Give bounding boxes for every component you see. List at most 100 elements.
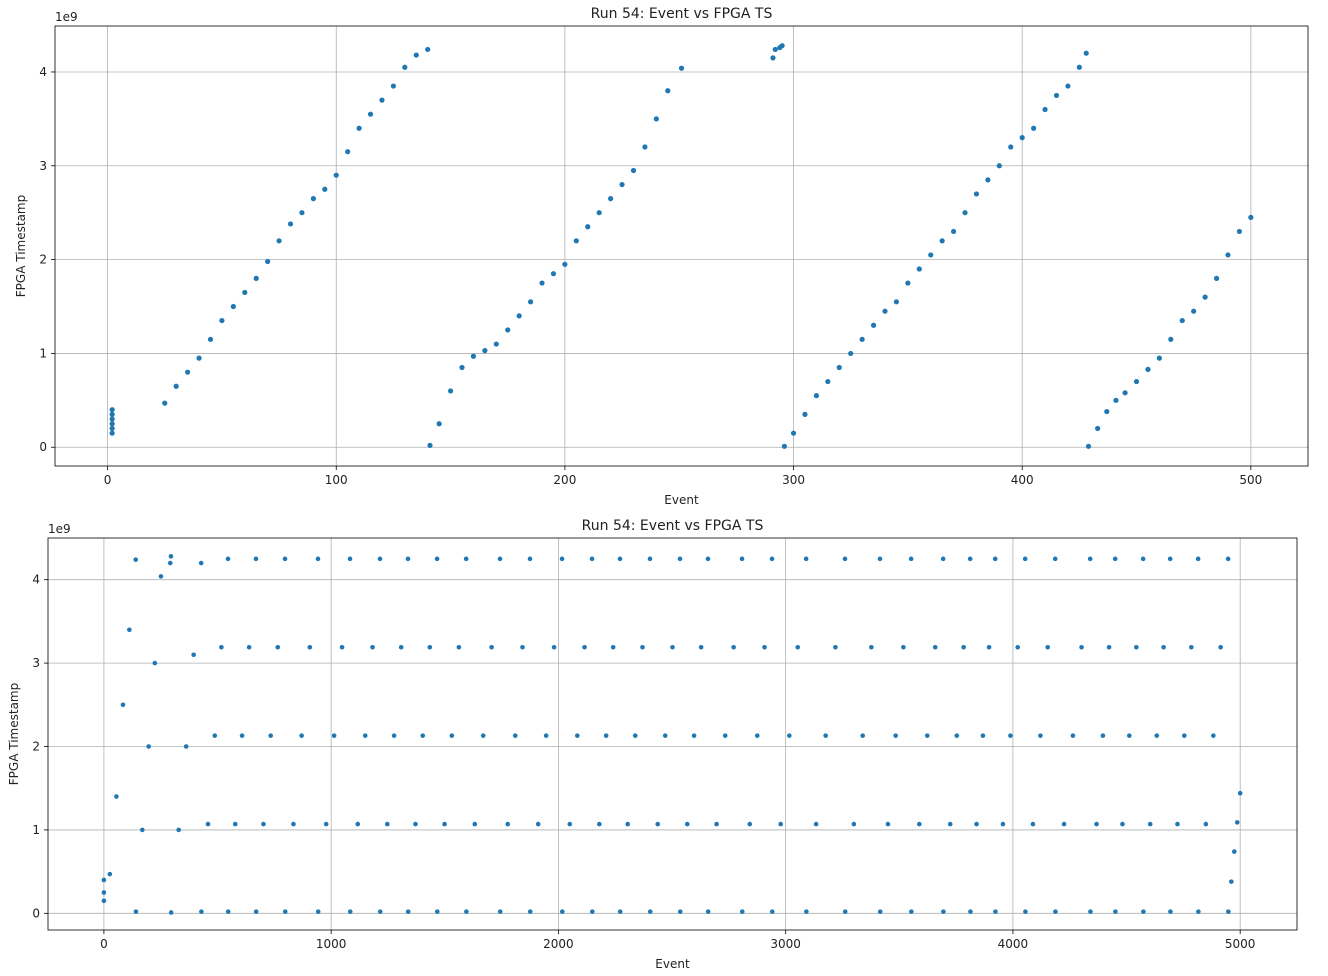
data-point	[379, 97, 385, 103]
data-point	[833, 644, 838, 650]
data-point	[885, 821, 891, 827]
data-point	[1031, 125, 1037, 131]
data-point	[1181, 733, 1187, 738]
data-point	[232, 821, 238, 827]
data-point	[219, 644, 224, 650]
data-point	[653, 116, 659, 122]
data-point	[996, 163, 1002, 169]
data-point	[1225, 252, 1231, 258]
data-point	[813, 393, 820, 399]
data-point	[1167, 556, 1173, 562]
data-point	[967, 556, 973, 562]
data-point	[1104, 408, 1110, 415]
data-point	[1226, 909, 1231, 914]
data-point	[1019, 135, 1025, 141]
data-point	[781, 443, 787, 449]
data-point	[1079, 644, 1084, 650]
x-tick-label: 2000	[543, 937, 574, 951]
data-point	[299, 733, 304, 738]
data-point	[390, 83, 397, 89]
data-point	[1023, 909, 1028, 914]
data-point	[239, 733, 245, 738]
data-point	[597, 821, 602, 827]
x-tick-label: 400	[1011, 473, 1034, 487]
data-point	[505, 821, 511, 827]
data-point	[384, 821, 390, 827]
data-point	[992, 556, 998, 562]
data-point	[632, 733, 638, 738]
data-point	[1042, 106, 1048, 113]
data-point	[739, 556, 745, 562]
data-point	[427, 442, 433, 448]
data-point	[617, 556, 623, 562]
data-point	[772, 46, 778, 53]
data-point	[617, 909, 623, 914]
data-point	[191, 652, 196, 658]
data-point	[1083, 50, 1089, 56]
chart: 0 1000 2000 3000 4000 5000 0 1 2 3 4 Run 54: Event …	[7, 518, 1298, 971]
data-point	[1120, 821, 1125, 827]
y-tick-label: 2	[32, 740, 40, 754]
data-point	[459, 364, 465, 371]
data-point	[916, 266, 922, 272]
data-point	[842, 556, 848, 562]
data-point	[447, 388, 454, 394]
data-point	[109, 430, 115, 436]
data-point	[823, 733, 828, 738]
y-axis-label: FPGA Timestamp	[7, 683, 21, 785]
data-point	[391, 733, 397, 738]
data-point	[762, 644, 767, 650]
data-point	[1045, 644, 1050, 650]
data-point	[1168, 909, 1173, 914]
data-point	[1145, 366, 1151, 372]
data-point	[287, 221, 294, 227]
data-point	[1053, 92, 1060, 99]
data-point	[691, 733, 697, 738]
data-point	[804, 909, 809, 914]
data-point	[625, 821, 631, 827]
data-point	[377, 909, 383, 914]
data-point	[282, 556, 288, 562]
data-point	[242, 289, 248, 296]
data-point	[472, 821, 478, 827]
x-tick-label: 4000	[998, 937, 1029, 951]
data-point	[212, 733, 218, 738]
data-point	[1038, 733, 1043, 738]
data-point	[493, 341, 499, 347]
data-point	[1191, 308, 1197, 314]
data-point	[1168, 336, 1174, 342]
data-point	[420, 733, 426, 738]
data-point	[463, 556, 469, 562]
data-point	[101, 898, 107, 904]
data-point	[183, 744, 189, 749]
data-point	[480, 733, 486, 738]
data-point	[985, 177, 991, 183]
data-point	[198, 560, 204, 566]
data-point	[769, 556, 775, 562]
data-point	[860, 733, 866, 738]
data-point	[275, 644, 281, 650]
data-point	[779, 43, 785, 49]
data-point	[939, 238, 945, 244]
data-point	[961, 644, 966, 650]
data-point	[261, 821, 266, 827]
data-point	[225, 556, 231, 562]
data-point	[859, 336, 865, 342]
data-point	[339, 644, 345, 650]
y-tick-label: 2	[39, 253, 47, 267]
data-point	[307, 644, 313, 650]
data-point	[413, 52, 419, 58]
data-point	[962, 210, 968, 216]
data-point	[589, 909, 595, 914]
data-point	[427, 644, 433, 650]
data-point	[947, 821, 953, 827]
data-point	[954, 733, 960, 738]
data-point	[539, 280, 545, 286]
data-point	[377, 556, 383, 562]
data-point	[974, 821, 979, 827]
data-point	[1133, 378, 1140, 385]
data-point	[917, 821, 922, 827]
data-point	[1156, 355, 1162, 361]
data-point	[253, 556, 259, 562]
data-point	[133, 909, 139, 914]
